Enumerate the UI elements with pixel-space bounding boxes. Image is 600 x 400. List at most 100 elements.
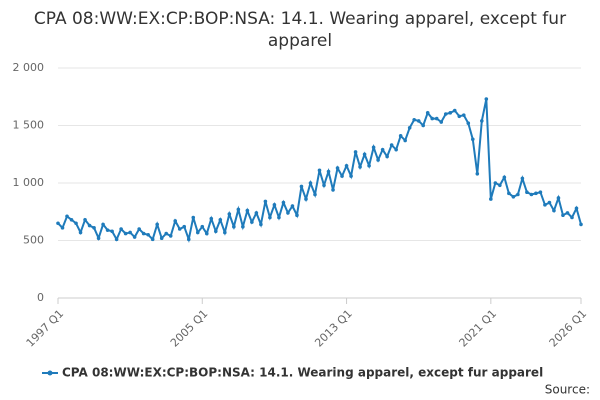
data-point [380, 147, 385, 152]
data-point [516, 192, 520, 197]
data-point [263, 199, 268, 204]
data-point [430, 116, 435, 121]
data-point [448, 111, 453, 115]
data-point [110, 229, 114, 234]
data-point [461, 113, 466, 117]
data-point [78, 230, 83, 235]
data-point [254, 211, 259, 215]
data-point [498, 183, 502, 188]
data-point [114, 237, 119, 242]
data-point [241, 224, 245, 229]
data-point [250, 220, 254, 224]
data-point [561, 213, 565, 217]
y-tick-label: 500 [23, 234, 44, 247]
data-point [335, 166, 340, 170]
legend-label: CPA 08:WW:EX:CP:BOP:NSA: 14.1. Wearing a… [62, 366, 543, 380]
data-point [425, 111, 430, 115]
data-point [452, 108, 457, 113]
data-point [385, 154, 389, 159]
data-point [484, 97, 489, 101]
data-point [119, 227, 123, 231]
data-point [574, 206, 579, 211]
data-point [403, 138, 407, 143]
source: Source: [545, 383, 590, 397]
data-point [146, 232, 150, 237]
data-point [565, 211, 570, 215]
data-point [128, 230, 132, 235]
data-point [489, 197, 493, 201]
data-point [182, 224, 187, 229]
data-point [507, 191, 511, 196]
data-point [123, 231, 128, 236]
data-point [421, 123, 425, 128]
data-point [398, 134, 403, 138]
data-point [457, 114, 462, 119]
data-point [313, 192, 317, 197]
data-point [227, 212, 232, 216]
data-point [60, 226, 65, 230]
x-tick-label: 2013 Q1 [312, 307, 355, 350]
data-point [543, 203, 547, 207]
chart-title: CPA 08:WW:EX:CP:BOP:NSA: 14.1. Wearing a… [33, 9, 567, 51]
data-point [141, 231, 146, 236]
data-point [137, 227, 141, 231]
data-point [299, 184, 304, 189]
data-point [56, 221, 60, 226]
data-point [502, 175, 507, 180]
data-point [470, 137, 475, 142]
data-point [439, 120, 444, 124]
data-point [349, 174, 353, 178]
data-point [281, 200, 286, 205]
data-point [155, 222, 159, 227]
data-point [443, 112, 448, 116]
data-point [493, 181, 498, 185]
data-point [331, 188, 335, 192]
data-point [556, 196, 561, 200]
data-point [538, 190, 543, 194]
data-point [277, 215, 281, 220]
data-point [570, 215, 574, 220]
data-point [326, 169, 331, 174]
data-point [168, 234, 173, 238]
data-point [475, 172, 480, 176]
x-tick-label: 2026 Q1 [547, 307, 590, 350]
data-point [547, 200, 552, 205]
y-tick-label: 2 000 [13, 61, 45, 74]
data-point [389, 143, 394, 147]
data-point [236, 207, 241, 212]
data-point [150, 237, 155, 242]
x-tick-label: 2021 Q1 [457, 307, 500, 350]
data-point [434, 116, 439, 121]
data-point [579, 222, 583, 227]
data-point [295, 213, 299, 217]
data-point [105, 228, 110, 232]
data-point [511, 195, 516, 199]
data-point [480, 119, 484, 123]
data-point [362, 152, 367, 157]
data-point [214, 229, 218, 234]
data-point [534, 191, 538, 196]
data-point [200, 224, 205, 229]
data-point [164, 231, 169, 236]
data-point [394, 147, 398, 152]
data-point [367, 163, 371, 168]
data-point [358, 165, 362, 169]
data-point [177, 227, 182, 231]
data-point [376, 158, 380, 162]
data-point [259, 222, 263, 227]
data-point [317, 168, 322, 173]
data-point [286, 211, 290, 215]
data-point [191, 215, 196, 220]
data-point [87, 223, 92, 228]
data-point [159, 236, 164, 240]
data-point [96, 236, 101, 240]
data-point [209, 216, 214, 221]
data-point [195, 230, 200, 235]
data-point [520, 176, 525, 181]
x-tick-label: 2005 Q1 [168, 307, 211, 350]
data-point [204, 231, 209, 236]
data-point [466, 121, 471, 125]
data-point [353, 150, 358, 154]
data-point [322, 183, 326, 188]
y-tick-label: 1 500 [13, 119, 45, 132]
